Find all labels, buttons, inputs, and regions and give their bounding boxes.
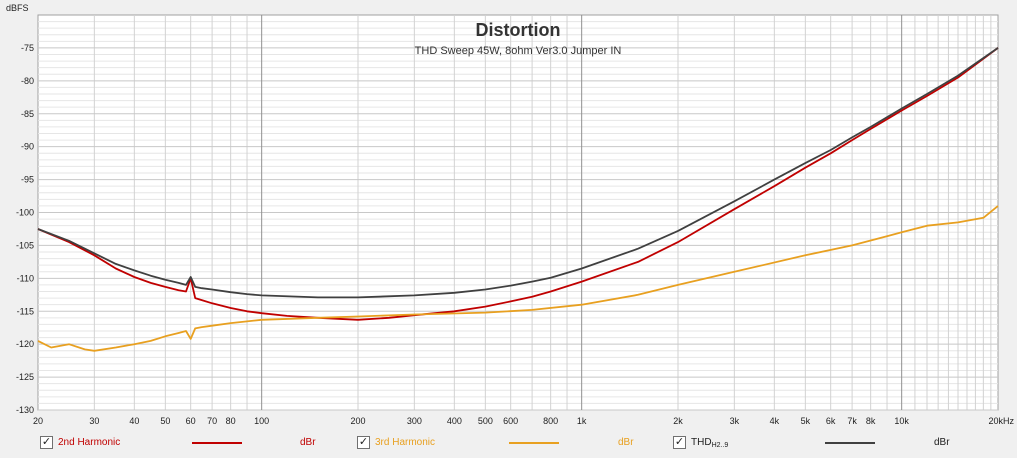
legend-item-2nd-harmonic[interactable]: ✓ 2nd Harmonic dBr: [40, 436, 320, 452]
legend-label-thd-subscript: H2..9: [711, 442, 729, 449]
x-tick-label: 2k: [673, 416, 683, 426]
series-line-2nd-harmonic: [37, 47, 999, 321]
legend-item-3rd-harmonic[interactable]: ✓ 3rd Harmonic dBr: [357, 436, 637, 452]
x-tick-label: 4k: [770, 416, 780, 426]
legend-swatch-3rd-harmonic: [509, 442, 559, 444]
x-tick-label: 3k: [730, 416, 740, 426]
legend-unit-thd: dBr: [934, 437, 950, 448]
y-tick-label: -130: [16, 405, 34, 415]
legend-label-thd: THDH2..9: [691, 437, 728, 449]
y-unit-label: dBFS: [6, 3, 29, 13]
x-tick-label: 6k: [826, 416, 836, 426]
y-tick-label: -105: [16, 240, 34, 250]
x-tick-label: 1k: [577, 416, 587, 426]
x-tick-label: 30: [89, 416, 99, 426]
legend-checkbox-thd[interactable]: ✓: [673, 436, 686, 449]
legend-swatch-2nd-harmonic: [192, 442, 242, 444]
y-tick-label: -125: [16, 372, 34, 382]
legend-label-2nd-harmonic: 2nd Harmonic: [58, 437, 121, 448]
x-tick-labels: 20 30 40 50 60 70 80 100 200 300 400 500 600 800 1k 2k 3…: [33, 416, 1015, 426]
x-tick-label: 60: [186, 416, 196, 426]
x-tick-label: 200: [350, 416, 365, 426]
legend-checkbox-2nd-harmonic[interactable]: ✓: [40, 436, 53, 449]
legend-label-thd-main: THD: [691, 437, 712, 448]
legend-unit-2nd-harmonic: dBr: [300, 437, 316, 448]
x-tick-label: 400: [447, 416, 462, 426]
legend-item-thd[interactable]: ✓ THDH2..9 dBr: [673, 436, 973, 452]
x-tick-label: 600: [503, 416, 518, 426]
series-line-3rd-harmonic: [37, 205, 999, 352]
chart-title: Distortion: [476, 20, 561, 40]
y-tick-label: -90: [21, 142, 34, 152]
x-tick-label: 100: [254, 416, 269, 426]
x-tick-label: 20: [33, 416, 43, 426]
x-tick-label: 50: [160, 416, 170, 426]
x-tick-label: 8k: [866, 416, 876, 426]
x-tick-label: 5k: [801, 416, 811, 426]
x-tick-label: 40: [129, 416, 139, 426]
x-tick-label: 800: [543, 416, 558, 426]
y-tick-label: -100: [16, 208, 34, 218]
y-tick-label: -120: [16, 339, 34, 349]
series-line-thd: [37, 47, 999, 299]
y-tick-label: -80: [21, 76, 34, 86]
legend-label-3rd-harmonic: 3rd Harmonic: [375, 437, 436, 448]
legend-unit-3rd-harmonic: dBr: [618, 437, 634, 448]
series-lines: [37, 47, 999, 352]
y-tick-labels: -75 -80 -85 -90 -95 -100 -105 -110 -115 -120 -125 -…: [16, 43, 34, 415]
x-tick-label: 20kHz: [988, 416, 1014, 426]
y-tick-label: -115: [17, 306, 34, 316]
legend-swatch-thd: [825, 442, 875, 444]
x-tick-label: 10k: [894, 416, 909, 426]
x-tick-label: 80: [226, 416, 236, 426]
y-tick-label: -85: [21, 109, 34, 119]
y-tick-label: -95: [21, 175, 34, 185]
y-tick-label: -110: [17, 273, 34, 283]
legend: ✓ 2nd Harmonic dBr ✓ 3rd Harmonic dBr ✓ …: [0, 432, 1017, 458]
x-tick-label: 7k: [847, 416, 857, 426]
chart-subtitle: THD Sweep 45W, 8ohm Ver3.0 Jumper IN: [415, 45, 622, 57]
legend-checkbox-3rd-harmonic[interactable]: ✓: [357, 436, 370, 449]
x-tick-label: 500: [478, 416, 493, 426]
y-tick-label: -75: [21, 43, 34, 53]
x-tick-label: 300: [407, 416, 422, 426]
distortion-chart: -75 -80 -85 -90 -95 -100 -105 -110 -115 -120 -125 -…: [6, 3, 1015, 426]
x-tick-label: 70: [207, 416, 217, 426]
